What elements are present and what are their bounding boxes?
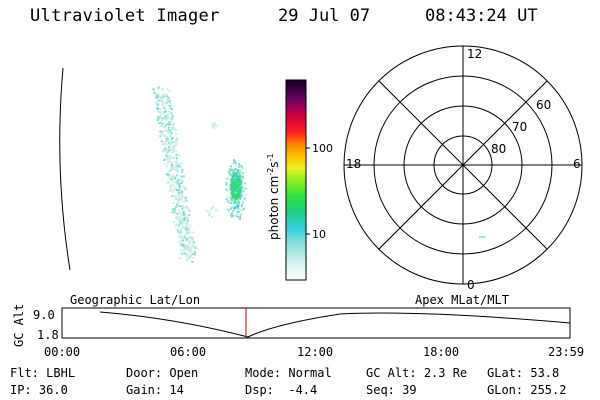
mlt-label-dusk: 18: [346, 157, 361, 171]
timeline-tick-label: 00:00: [44, 345, 81, 359]
timeline-tick-label: 12:00: [297, 345, 334, 359]
colorbar-tick-label: 100: [312, 142, 333, 155]
info-flt: Flt: LBHL: [10, 366, 76, 380]
timeline-axis-label: GC Alt: [12, 304, 26, 347]
image-date: 29 Jul 07: [278, 6, 371, 26]
timeline-ymin: 1.8: [37, 328, 59, 342]
mlat-label-80: 80: [491, 142, 506, 156]
colorbar-scale: [285, 79, 307, 281]
timeline-tick-label: 23:59: [548, 345, 585, 359]
info-gc-alt: GC Alt: 2.3 Re: [366, 366, 468, 380]
altitude-curve: [99, 311, 571, 338]
mlat-label-60: 60: [536, 98, 551, 112]
info-ip: IP: 36.0: [10, 383, 68, 397]
info-dsp: Dsp: -4.4: [245, 383, 318, 397]
earth-limb-arc: [59, 67, 71, 271]
info-glat: GLat: 53.8: [487, 366, 560, 380]
uv-image-panel: [59, 67, 247, 271]
timeline-ymax: 9.0: [33, 308, 55, 322]
info-gain: Gain: 14: [126, 383, 184, 397]
instrument-title: Ultraviolet Imager: [30, 6, 220, 26]
geo-latlon-label: Geographic Lat/Lon: [70, 293, 200, 307]
info-glon: GLon: 255.2: [487, 383, 567, 397]
image-time: 08:43:24 UT: [425, 6, 538, 26]
colorbar-label: photon cm-2s-1: [266, 153, 281, 240]
timeline-tick-label: 06:00: [170, 345, 207, 359]
polar-diagonal: [378, 80, 548, 250]
info-seq: Seq: 39: [366, 383, 417, 397]
info-mode: Mode: Normal: [245, 366, 332, 380]
timeline-tick-label: 18:00: [423, 345, 460, 359]
polar-emission-spot: [479, 236, 485, 238]
mlt-label-midnight: 0: [467, 278, 475, 292]
mlt-label-noon: 12: [467, 47, 482, 61]
apex-mlat-mlt-label: Apex MLat/MLT: [415, 293, 509, 307]
mlat-label-70: 70: [512, 120, 527, 134]
auroral-emission: [152, 86, 247, 263]
mlt-label-dawn: 6: [573, 157, 581, 171]
info-door: Door: Open: [126, 366, 199, 380]
orbit-timeline: Geographic Lat/Lon Apex MLat/MLT GC Alt …: [12, 293, 571, 347]
polar-dial: [343, 45, 583, 285]
colorbar: 100 10 photon cm-2s-1: [266, 79, 333, 281]
timeline-frame: [61, 307, 571, 339]
colorbar-tick-label: 10: [312, 228, 326, 241]
